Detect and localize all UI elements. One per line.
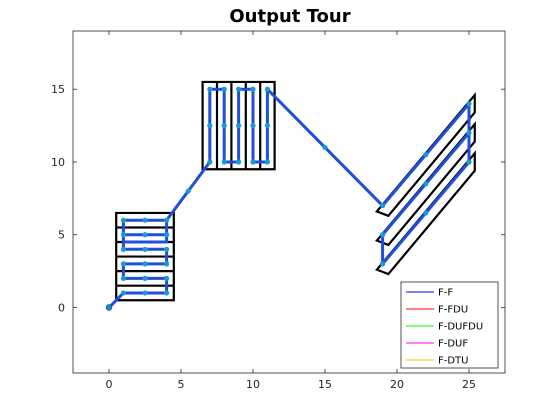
tour-point (236, 159, 242, 165)
tour-point (207, 159, 213, 165)
axes-box (72, 30, 506, 374)
tour-point (164, 275, 170, 282)
tour-point (120, 217, 126, 223)
tour-point (380, 232, 386, 238)
tour-point (423, 181, 429, 187)
start-point (105, 304, 113, 311)
tour-point (142, 261, 148, 267)
y-tick-label: 15 (51, 83, 65, 96)
x-tick-label: 20 (390, 378, 404, 391)
y-tick-label: 0 (58, 302, 65, 315)
tour-point (380, 203, 386, 209)
tour-point (423, 152, 429, 158)
tour-point (164, 261, 170, 267)
tour-point (221, 86, 227, 92)
tour-point (250, 159, 256, 165)
region-outline (201, 80, 276, 171)
x-tick-label: 0 (106, 378, 113, 391)
tour-point (423, 210, 429, 216)
legend-label: F-DUFDU (438, 322, 483, 333)
legend-label: F-FDU (438, 305, 468, 316)
x-tick-label: 5 (178, 378, 185, 391)
y-tick-label: 10 (51, 156, 65, 169)
tour-point (142, 246, 148, 252)
tour-point (221, 122, 227, 129)
tour-point (207, 86, 213, 92)
tour-point (142, 217, 148, 223)
y-tick-label: 5 (58, 229, 65, 242)
chart-title: Output Tour (229, 6, 350, 27)
tour-point (142, 290, 148, 296)
tour-point (120, 246, 126, 252)
tour-point (164, 232, 170, 238)
tour-point (264, 159, 270, 165)
legend-label: F-F (438, 288, 453, 299)
tour-point (236, 122, 242, 129)
tour-point (322, 144, 328, 151)
tour-point (164, 217, 170, 223)
tour-point (142, 232, 148, 238)
tour-point (164, 290, 170, 296)
tour-point (466, 130, 472, 136)
tour-point (250, 86, 256, 92)
legend-box (400, 281, 499, 369)
legend-label: F-DTU (438, 356, 469, 367)
tour-point (120, 290, 126, 296)
tour-point (142, 275, 148, 282)
tour-point (207, 122, 213, 129)
tour-point (120, 275, 126, 282)
tour-point (250, 122, 256, 129)
tour-point (264, 86, 270, 92)
x-tick-label: 10 (246, 378, 260, 391)
x-tick-label: 15 (318, 378, 332, 391)
tour-point (264, 122, 270, 129)
tour-point (380, 261, 386, 267)
tour-point (221, 159, 227, 165)
legend-label: F-DUF (438, 339, 468, 350)
tour-point (466, 101, 472, 107)
tour-point (466, 159, 472, 165)
tour-point (164, 246, 170, 252)
tour-point (236, 86, 242, 92)
x-tick-label: 25 (462, 378, 476, 391)
tour-point (185, 188, 191, 194)
tour-point (120, 232, 126, 238)
tour-point (120, 261, 126, 267)
